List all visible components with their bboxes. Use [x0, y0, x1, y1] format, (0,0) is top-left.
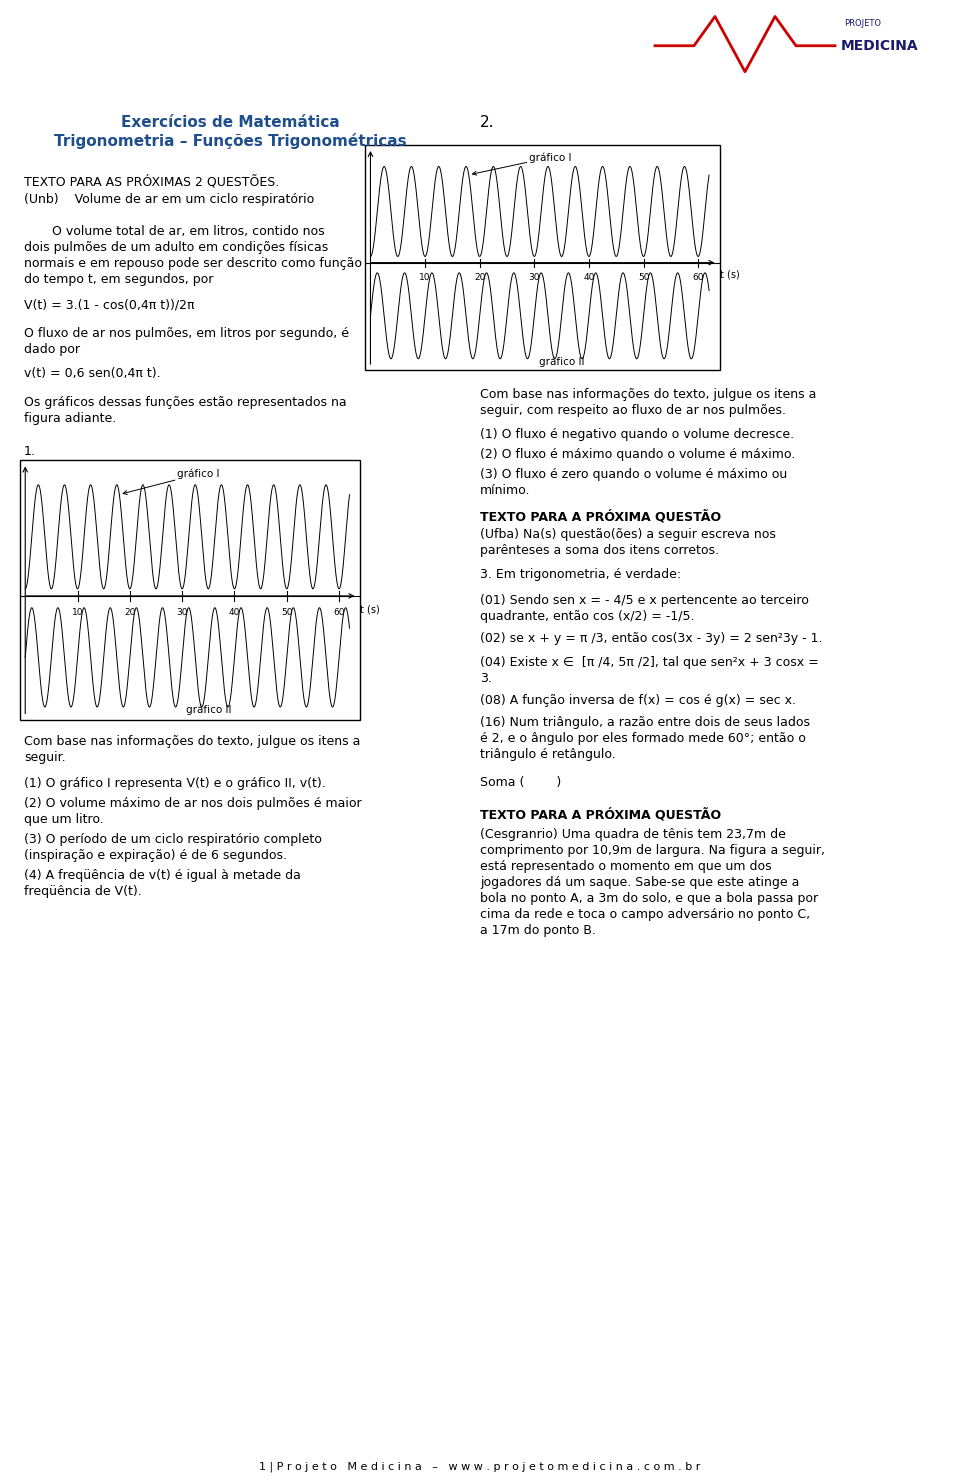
Text: normais e em repouso pode ser descrito como função: normais e em repouso pode ser descrito c… — [24, 258, 362, 270]
Text: 3. Em trigonometria, é verdade:: 3. Em trigonometria, é verdade: — [480, 569, 682, 581]
Text: 20: 20 — [124, 607, 135, 616]
Text: seguir.: seguir. — [24, 751, 65, 764]
Text: dois pulmões de um adulto em condições físicas: dois pulmões de um adulto em condições f… — [24, 241, 328, 255]
Text: 40: 40 — [228, 607, 240, 616]
Text: freqüência de V(t).: freqüência de V(t). — [24, 886, 142, 897]
Text: (1) O gráfico I representa V(t) e o gráfico II, v(t).: (1) O gráfico I representa V(t) e o gráf… — [24, 778, 325, 789]
Text: 40: 40 — [584, 273, 594, 281]
Text: mínimo.: mínimo. — [480, 484, 531, 498]
Text: 2.: 2. — [480, 116, 494, 130]
Text: gráfico II: gráfico II — [539, 357, 585, 367]
Text: (4) A freqüência de v(t) é igual à metade da: (4) A freqüência de v(t) é igual à metad… — [24, 869, 300, 883]
Text: Soma (        ): Soma ( ) — [480, 776, 562, 789]
Text: O fluxo de ar nos pulmões, em litros por segundo, é: O fluxo de ar nos pulmões, em litros por… — [24, 327, 349, 341]
Text: V(t) = 3.(1 - cos(0,4π t))/2π: V(t) = 3.(1 - cos(0,4π t))/2π — [24, 298, 195, 311]
Text: parênteses a soma dos itens corretos.: parênteses a soma dos itens corretos. — [480, 544, 719, 557]
Text: v(t) = 0,6 sen(0,4π t).: v(t) = 0,6 sen(0,4π t). — [24, 367, 160, 381]
Text: (16) Num triângulo, a razão entre dois de seus lados: (16) Num triângulo, a razão entre dois d… — [480, 715, 810, 729]
Text: 10: 10 — [72, 607, 84, 616]
Text: TEXTO PARA A PRÓXIMA QUESTÃO: TEXTO PARA A PRÓXIMA QUESTÃO — [480, 809, 721, 822]
Text: t (s): t (s) — [360, 604, 380, 615]
Text: bola no ponto A, a 3m do solo, e que a bola passa por: bola no ponto A, a 3m do solo, e que a b… — [480, 892, 818, 905]
Text: 30: 30 — [529, 273, 540, 281]
Bar — [365, 145, 720, 370]
Text: 60: 60 — [692, 273, 704, 281]
Text: 60: 60 — [333, 607, 345, 616]
Text: (04) Existe x ∈  [π /4, 5π /2], tal que sen²x + 3 cosx =: (04) Existe x ∈ [π /4, 5π /2], tal que s… — [480, 656, 819, 669]
Text: (Unb)    Volume de ar em um ciclo respiratório: (Unb) Volume de ar em um ciclo respirató… — [24, 193, 314, 206]
Text: do tempo t, em segundos, por: do tempo t, em segundos, por — [24, 273, 213, 286]
Text: (3) O fluxo é zero quando o volume é máximo ou: (3) O fluxo é zero quando o volume é máx… — [480, 468, 787, 481]
Text: gráfico II: gráfico II — [185, 705, 231, 715]
Text: 1.: 1. — [24, 444, 36, 458]
Text: (inspiração e expiração) é de 6 segundos.: (inspiração e expiração) é de 6 segundos… — [24, 849, 287, 862]
Text: (02) se x + y = π /3, então cos(3x - 3y) = 2 sen²3y - 1.: (02) se x + y = π /3, então cos(3x - 3y)… — [480, 632, 823, 646]
Text: 1 | P r o j e t o   M e d i c i n a   –   w w w . p r o j e t o m e d i c i n a : 1 | P r o j e t o M e d i c i n a – w w … — [259, 1462, 701, 1472]
Text: está representado o momento em que um dos: está representado o momento em que um do… — [480, 860, 772, 872]
Text: dado por: dado por — [24, 344, 80, 355]
Text: O volume total de ar, em litros, contido nos: O volume total de ar, em litros, contido… — [24, 225, 324, 238]
Text: que um litro.: que um litro. — [24, 813, 104, 826]
Text: é 2, e o ângulo por eles formado mede 60°; então o: é 2, e o ângulo por eles formado mede 60… — [480, 732, 805, 745]
Text: Trigonometria – Funções Trigonométricas: Trigonometria – Funções Trigonométricas — [54, 133, 407, 150]
Text: seguir, com respeito ao fluxo de ar nos pulmões.: seguir, com respeito ao fluxo de ar nos … — [480, 404, 786, 418]
Text: (3) O período de um ciclo respiratório completo: (3) O período de um ciclo respiratório c… — [24, 832, 322, 846]
Text: 20: 20 — [474, 273, 486, 281]
Text: Com base nas informações do texto, julgue os itens a: Com base nas informações do texto, julgu… — [480, 388, 816, 401]
Text: Exercícios de Matemática: Exercícios de Matemática — [121, 116, 340, 130]
Text: gráfico I: gráfico I — [123, 469, 219, 495]
Text: 3.: 3. — [480, 672, 492, 686]
Text: TEXTO PARA A PRÓXIMA QUESTÃO: TEXTO PARA A PRÓXIMA QUESTÃO — [480, 509, 721, 523]
Text: (2) O volume máximo de ar nos dois pulmões é maior: (2) O volume máximo de ar nos dois pulmõ… — [24, 797, 362, 810]
Bar — [20, 461, 360, 720]
Text: 10: 10 — [420, 273, 431, 281]
Text: (Cesgranrio) Uma quadra de tênis tem 23,7m de: (Cesgranrio) Uma quadra de tênis tem 23,… — [480, 828, 786, 841]
Text: (08) A função inversa de f(x) = cos é g(x) = sec x.: (08) A função inversa de f(x) = cos é g(… — [480, 695, 796, 706]
Text: comprimento por 10,9m de largura. Na figura a seguir,: comprimento por 10,9m de largura. Na fig… — [480, 844, 825, 857]
Text: gráfico I: gráfico I — [472, 153, 572, 175]
Text: Com base nas informações do texto, julgue os itens a: Com base nas informações do texto, julgu… — [24, 735, 360, 748]
Text: 30: 30 — [177, 607, 188, 616]
Text: TEXTO PARA AS PRÓXIMAS 2 QUESTÕES.: TEXTO PARA AS PRÓXIMAS 2 QUESTÕES. — [24, 175, 279, 188]
Text: triângulo é retângulo.: triângulo é retângulo. — [480, 748, 615, 761]
Text: 50: 50 — [281, 607, 293, 616]
Text: t (s): t (s) — [720, 270, 740, 280]
Text: Os gráficos dessas funções estão representados na: Os gráficos dessas funções estão represe… — [24, 395, 347, 409]
Text: (01) Sendo sen x = - 4/5 e x pertencente ao terceiro: (01) Sendo sen x = - 4/5 e x pertencente… — [480, 594, 809, 607]
Text: 50: 50 — [637, 273, 649, 281]
Text: cima da rede e toca o campo adversário no ponto C,: cima da rede e toca o campo adversário n… — [480, 908, 810, 921]
Text: (2) O fluxo é máximo quando o volume é máximo.: (2) O fluxo é máximo quando o volume é m… — [480, 447, 795, 461]
Text: (Ufba) Na(s) questão(ões) a seguir escreva nos: (Ufba) Na(s) questão(ões) a seguir escre… — [480, 529, 776, 541]
Text: PROJETO: PROJETO — [844, 18, 881, 28]
Text: quadrante, então cos (x/2) = -1/5.: quadrante, então cos (x/2) = -1/5. — [480, 610, 694, 624]
Text: (1) O fluxo é negativo quando o volume decresce.: (1) O fluxo é negativo quando o volume d… — [480, 428, 794, 441]
Text: jogadores dá um saque. Sabe-se que este atinge a: jogadores dá um saque. Sabe-se que este … — [480, 875, 800, 889]
Text: figura adiante.: figura adiante. — [24, 412, 116, 425]
Text: MEDICINA: MEDICINA — [841, 39, 919, 53]
Text: a 17m do ponto B.: a 17m do ponto B. — [480, 924, 596, 937]
